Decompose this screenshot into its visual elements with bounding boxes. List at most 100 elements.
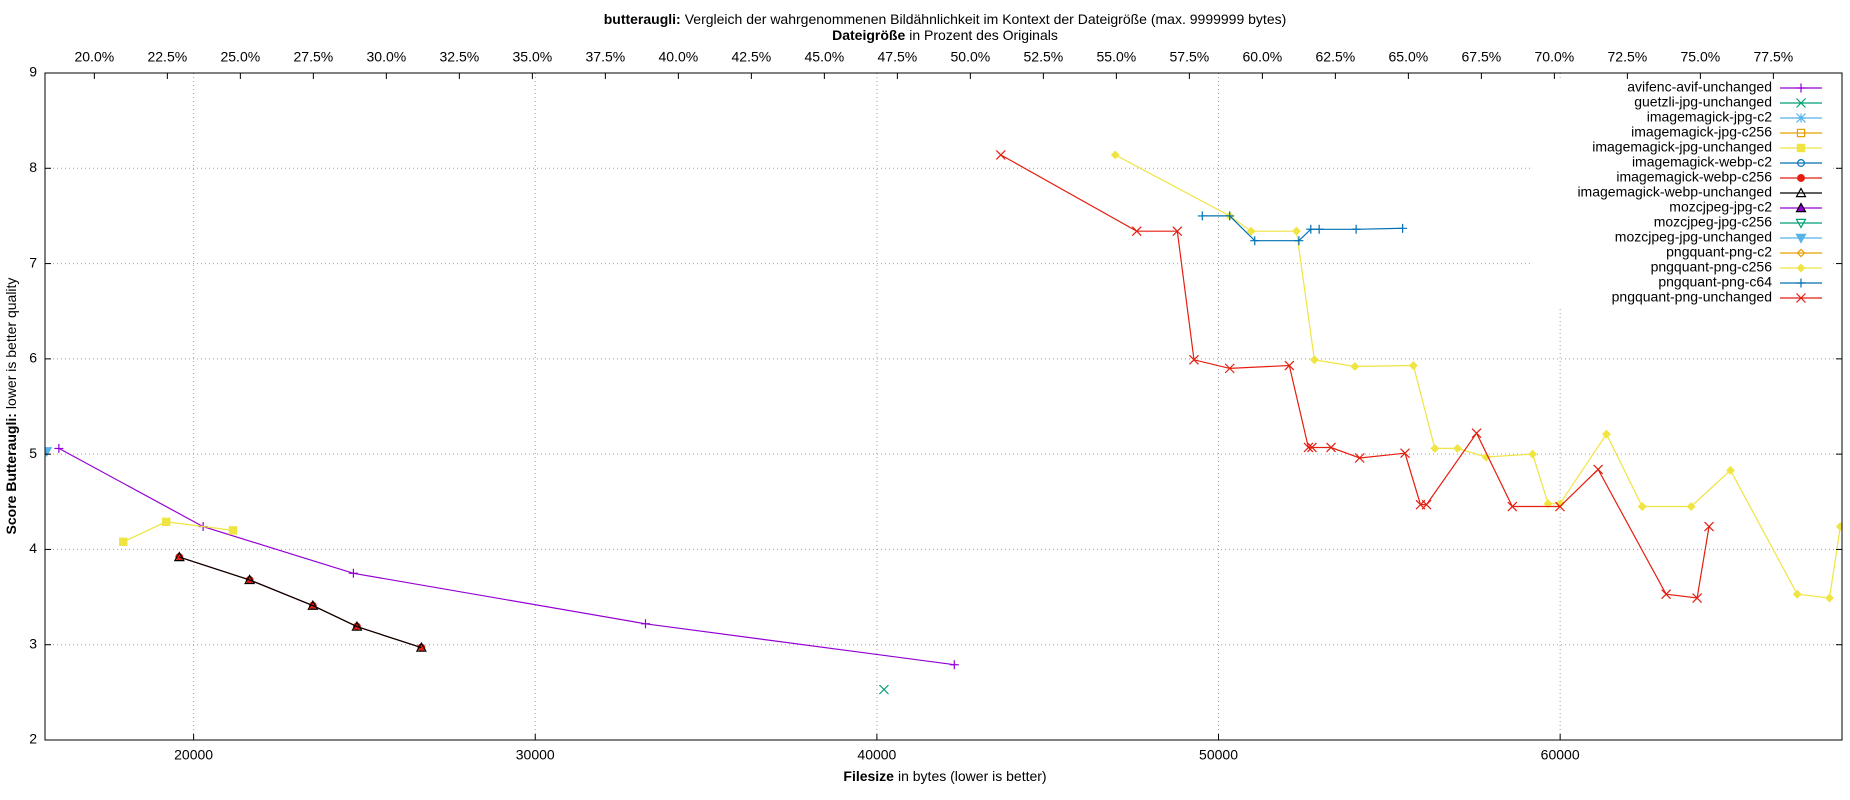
y-tick-label: 9 [29, 64, 37, 80]
x-tick-label: 50000 [1199, 747, 1238, 763]
y-tick-label: 8 [29, 159, 37, 175]
marker [1421, 499, 1432, 510]
marker [1172, 226, 1183, 237]
ticks: 2 3 4 5 6 7 8 9 20000 30000 40000 50000 60000 20.0% 22… [29, 49, 1842, 763]
series-line [1000, 154, 1710, 599]
marker [1792, 589, 1802, 599]
marker [1408, 361, 1418, 370]
marker [1307, 442, 1317, 453]
legend-label: guetzli-jpg-unchanged [1634, 94, 1772, 110]
x-tick-label: 30000 [516, 747, 555, 763]
series-line [179, 556, 422, 649]
marker [1796, 263, 1806, 273]
marker [1637, 502, 1647, 511]
legend: avifenc-avif-unchangedguetzli-jpg-unchan… [1532, 79, 1832, 308]
marker [1351, 224, 1361, 234]
xlabel-bold: Filesize [843, 768, 894, 784]
marker [640, 619, 650, 629]
marker [161, 517, 171, 526]
x-tick-label: 20000 [174, 747, 213, 763]
marker [1326, 442, 1336, 453]
series-line [1115, 154, 1841, 599]
marker [1835, 522, 1842, 532]
ylabel-text: lower is better quality [3, 278, 19, 410]
x2-tick-label: 30.0% [367, 49, 407, 65]
legend-label: imagemagick-jpg-unchanged [1592, 139, 1772, 155]
marker [348, 568, 358, 578]
marker [307, 599, 319, 610]
x2-tick-label: 32.5% [440, 49, 480, 65]
marker [1400, 448, 1410, 459]
marker [1284, 360, 1295, 371]
legend-label: imagemagick-webp-unchanged [1577, 184, 1772, 200]
marker [1593, 464, 1604, 475]
y-axis-label: Score Butteraugli: lower is better qualit… [3, 278, 19, 535]
series-line [123, 521, 234, 543]
marker [949, 660, 959, 670]
legend-label: pngquant-png-c64 [1658, 274, 1772, 290]
marker [995, 150, 1006, 160]
marker [119, 537, 128, 547]
marker [1309, 355, 1319, 365]
series-line [58, 447, 955, 666]
marker [1686, 502, 1696, 511]
x2-tick-label: 45.0% [805, 49, 845, 65]
legend-label: pngquant-png-unchanged [1612, 289, 1772, 305]
legend-label: imagemagick-webp-c256 [1616, 169, 1772, 185]
marker [1796, 278, 1806, 288]
marker [415, 641, 427, 652]
y-tick-label: 7 [29, 254, 37, 270]
marker [1602, 429, 1611, 439]
marker [1795, 218, 1807, 229]
marker [1110, 150, 1120, 160]
marker [351, 620, 363, 631]
x2-tick-label: 67.5% [1462, 49, 1502, 65]
marker [1795, 202, 1807, 213]
x2-tick-label: 60.0% [1243, 49, 1283, 65]
marker [1704, 521, 1714, 532]
marker [1692, 593, 1703, 603]
marker [1795, 233, 1807, 244]
marker [1292, 226, 1301, 236]
legend-label: imagemagick-jpg-c2 [1647, 109, 1772, 125]
x2-tick-label: 65.0% [1389, 49, 1429, 65]
title-text: Vergleich der wahrgenommenen Bildähnlich… [685, 11, 1287, 27]
marker [1189, 354, 1199, 365]
x2-tick-label: 40.0% [659, 49, 699, 65]
x2-tick-label: 70.0% [1535, 49, 1575, 65]
marker [1294, 236, 1304, 246]
marker [1795, 187, 1807, 198]
marker [1430, 443, 1440, 453]
marker [1303, 442, 1314, 453]
x-tick-label: 40000 [857, 747, 896, 763]
marker [54, 443, 64, 453]
marker [1796, 98, 1806, 108]
y-tick-label: 5 [29, 445, 37, 461]
x-axis-label: Filesize in bytes (lower is better) [843, 768, 1046, 784]
legend-label: imagemagick-jpg-c256 [1631, 124, 1772, 140]
x2label-bold: Dateigröße [832, 27, 905, 43]
y-tick-label: 6 [29, 350, 37, 366]
marker [1225, 211, 1235, 221]
marker [1471, 428, 1482, 439]
marker [879, 684, 889, 695]
x2-tick-label: 55.0% [1097, 49, 1137, 65]
x2-tick-label: 37.5% [586, 49, 626, 65]
marker [1131, 226, 1142, 237]
marker [1398, 223, 1408, 233]
marker [1350, 362, 1360, 371]
legend-label: mozcjpeg-jpg-c256 [1654, 214, 1772, 230]
y-tick-label: 2 [29, 731, 37, 747]
y-tick-label: 3 [29, 635, 37, 651]
y-tick-label: 4 [29, 540, 37, 556]
legend-label: mozcjpeg-jpg-c2 [1669, 199, 1772, 215]
legend-label: imagemagick-webp-c2 [1632, 154, 1772, 170]
marker [244, 574, 256, 585]
chart-title: butteraugli: Vergleich der wahrgenommenen… [604, 11, 1287, 27]
x2-tick-label: 72.5% [1608, 49, 1648, 65]
legend-label: pngquant-png-c2 [1666, 244, 1772, 260]
x2-tick-label: 47.5% [878, 49, 918, 65]
series-line [179, 556, 422, 649]
marker [1796, 113, 1806, 123]
marker [1797, 174, 1805, 182]
